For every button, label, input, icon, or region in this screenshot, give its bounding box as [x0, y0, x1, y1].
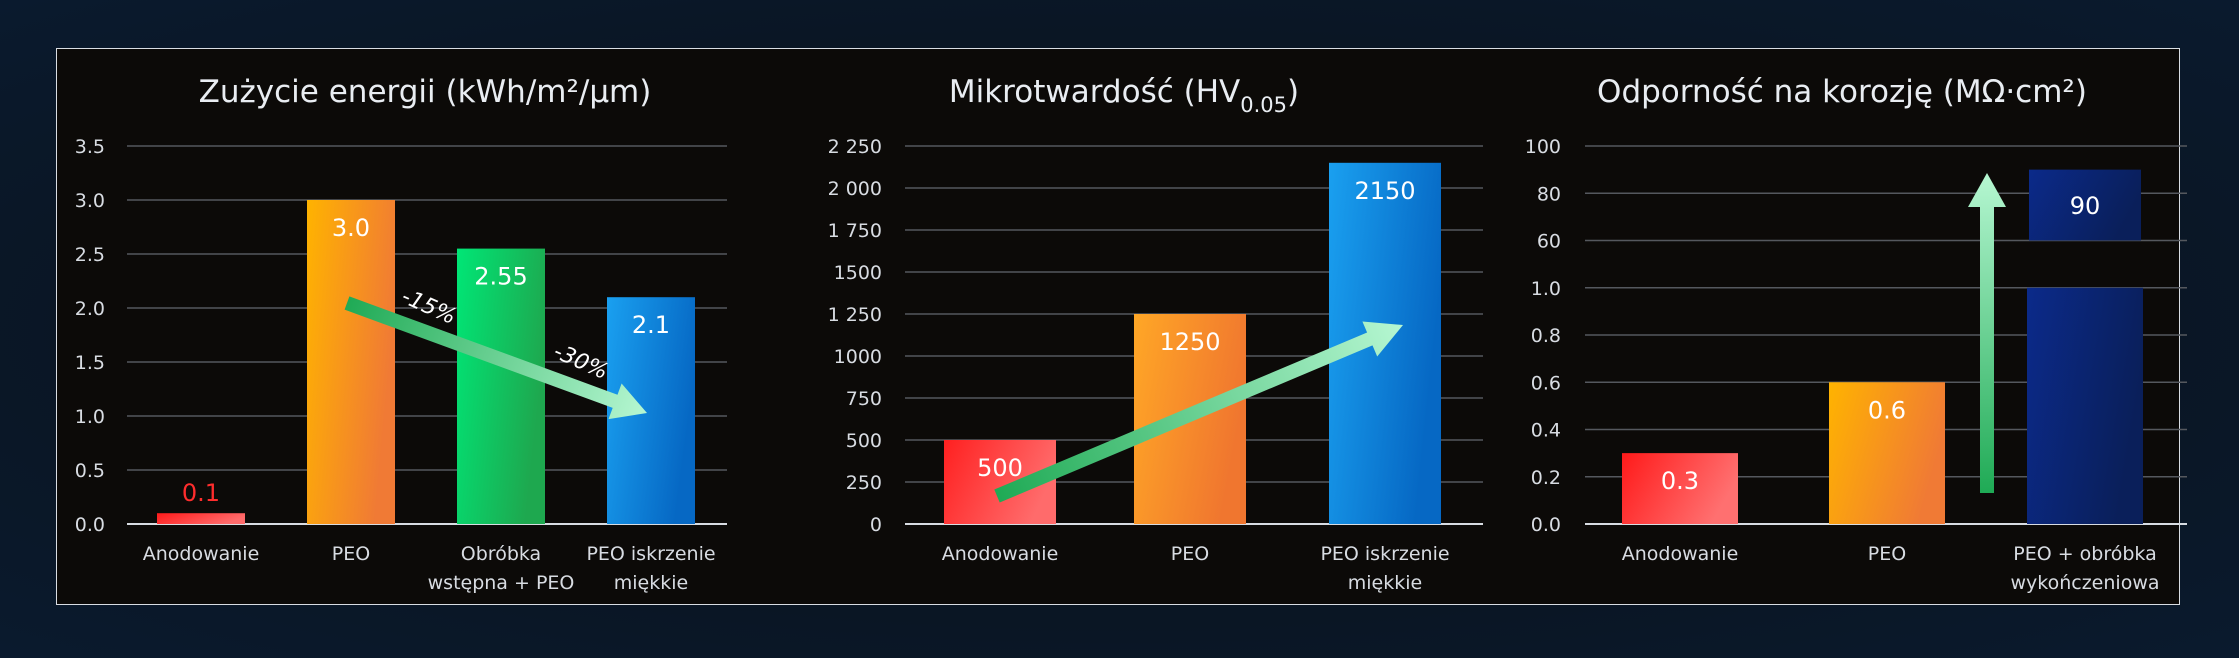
category-label: PEO + obróbka [2013, 543, 2157, 565]
y-tick-label: 0.8 [1531, 325, 1561, 347]
y-tick-label: 2 250 [828, 136, 882, 158]
category-label: wstępna + PEO [428, 572, 575, 594]
bar [1622, 453, 1738, 524]
value-label: 0.6 [1868, 396, 1906, 424]
y-tick-label: 0.2 [1531, 467, 1561, 489]
category-label: PEO [332, 543, 370, 565]
chart-svg: Mikrotwardość (HV0.05) 0 250 500 750 1000 1 25… [828, 74, 1483, 594]
y-tick-label: 3.0 [75, 190, 105, 212]
y-tick-label: 60 [1537, 231, 1561, 253]
value-label: 3.0 [332, 214, 370, 242]
y-tick-label: 2 000 [828, 178, 882, 200]
chart-title: Mikrotwardość (HV0.05) [949, 74, 1299, 117]
y-tick-label: 750 [846, 388, 882, 410]
y-tick-label: 1500 [834, 262, 882, 284]
category-label: Obróbka [461, 543, 541, 565]
y-tick-label: 100 [1525, 136, 1561, 158]
chart-title: Zużycie energii (kWh/m²/μm) [199, 74, 652, 110]
category-label: PEO [1171, 543, 1209, 565]
y-tick-label: 500 [846, 430, 882, 452]
value-label: 2.1 [632, 311, 670, 339]
y-tick-label: 1000 [834, 346, 882, 368]
trend-arrow [994, 321, 1403, 503]
y-tick-label: 1.0 [75, 406, 105, 428]
y-tick-label: 1 250 [828, 304, 882, 326]
category-label: Anodowanie [1622, 543, 1739, 565]
y-tick-label: 80 [1537, 183, 1561, 205]
y-tick-label: 3.5 [75, 136, 105, 158]
category-label: miękkie [1348, 572, 1422, 594]
value-label: 90 [2070, 192, 2101, 220]
energy-consumption-chart: Zużycie energii (kWh/m²/μm) 0.0 0.5 1.0 1.5 2… [57, 49, 777, 606]
trend-arrow [344, 296, 647, 420]
y-tick-label: 2.5 [75, 244, 105, 266]
bar [307, 200, 395, 524]
y-tick-label: 0.0 [75, 514, 105, 536]
y-tick-label: 0.6 [1531, 372, 1561, 394]
microhardness-chart: Mikrotwardość (HV0.05) 0 250 500 750 1000 1 25… [777, 49, 1483, 606]
y-tick-label: 0 [870, 514, 882, 536]
chart-svg: Zużycie energii (kWh/m²/μm) 0.0 0.5 1.0 1.5 2… [75, 74, 727, 594]
value-label: 1250 [1159, 328, 1220, 356]
y-tick-label: 0.4 [1531, 420, 1561, 442]
y-tick-label: 1.0 [1531, 278, 1561, 300]
bar-lower [2027, 287, 2143, 524]
category-label: PEO iskrzenie [586, 543, 715, 565]
bar [157, 513, 245, 524]
category-label: PEO [1868, 543, 1906, 565]
bar [1829, 382, 1945, 524]
y-tick-label: 2.0 [75, 298, 105, 320]
y-tick-label: 0.0 [1531, 514, 1561, 536]
category-label: PEO iskrzenie [1320, 543, 1449, 565]
category-label: Anodowanie [942, 543, 1059, 565]
value-label: 0.3 [1661, 467, 1699, 495]
value-label: 2150 [1354, 177, 1415, 205]
value-label: 2.55 [474, 263, 527, 291]
y-tick-label: 250 [846, 472, 882, 494]
y-tick-label: 1.5 [75, 352, 105, 374]
y-tick-label: 0.5 [75, 460, 105, 482]
figure-panel: Zużycie energii (kWh/m²/μm) 0.0 0.5 1.0 1.5 2… [56, 48, 2187, 606]
value-label: 0.1 [182, 479, 220, 507]
corrosion-resistance-chart: Odporność na korozję (MΩ·cm²) 0.0 0.2 0.4 0.… [1477, 49, 2187, 606]
category-label: Anodowanie [143, 543, 260, 565]
category-label: miękkie [614, 572, 688, 594]
bar [457, 248, 545, 524]
bar-upper [2029, 169, 2141, 241]
value-label: 500 [977, 454, 1023, 482]
y-tick-label: 1 750 [828, 220, 882, 242]
category-label: wykończeniowa [2010, 572, 2159, 594]
trend-arrow [1968, 173, 2006, 493]
chart-title: Odporność na korozję (MΩ·cm²) [1597, 74, 2087, 110]
chart-svg: Odporność na korozję (MΩ·cm²) 0.0 0.2 0.4 0.… [1525, 74, 2187, 594]
